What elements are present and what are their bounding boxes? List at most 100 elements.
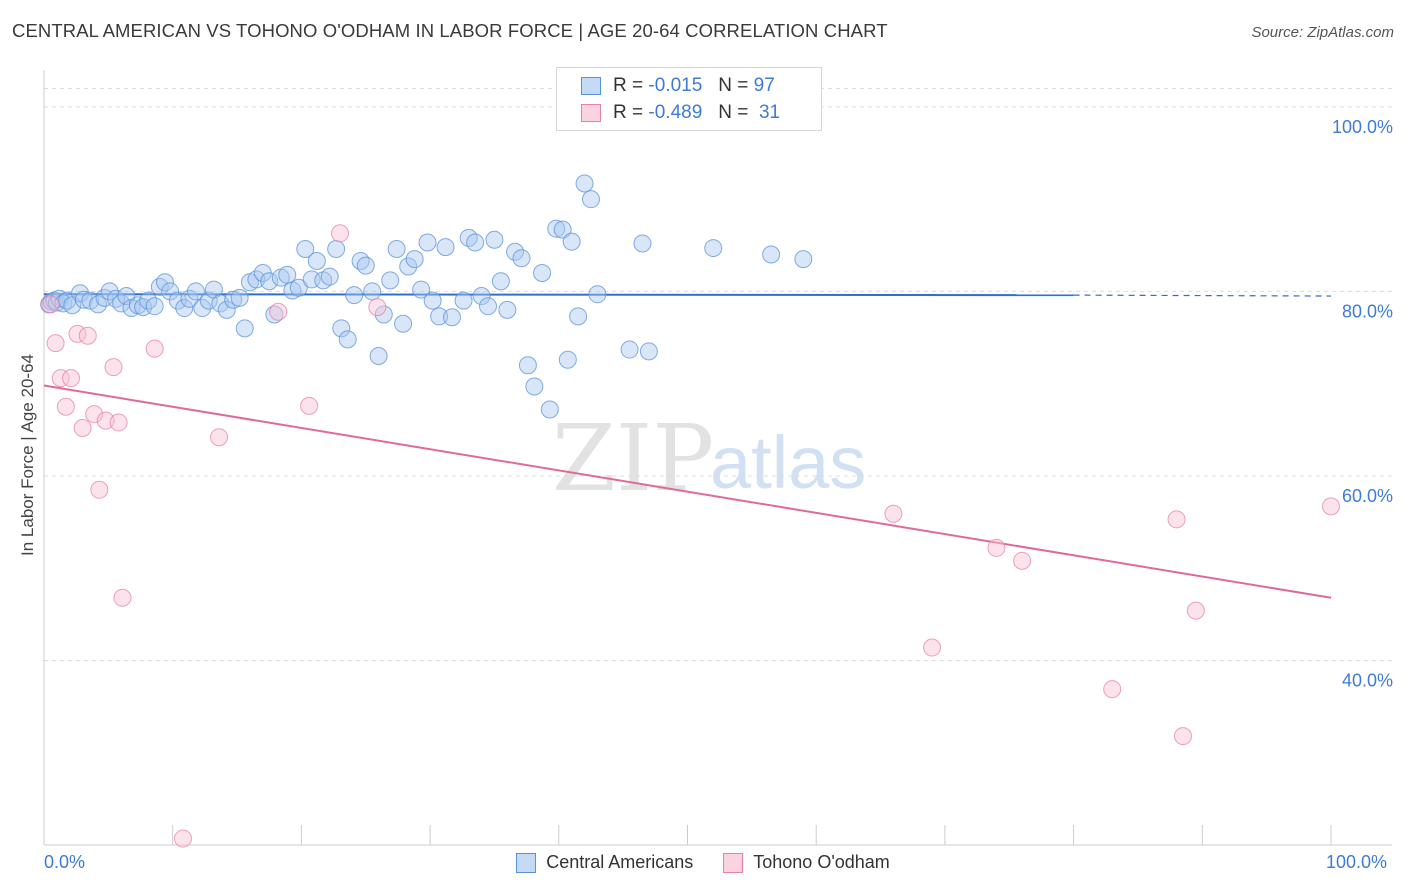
data-point [512,249,531,268]
series-tohono-oodham [41,97,1340,848]
data-point [199,291,218,310]
chart-title: CENTRAL AMERICAN VS TOHONO O'ODHAM IN LA… [12,20,888,41]
trendline-extension [1073,294,1332,297]
stats-legend: R = -0.015 N = 97 R = -0.489 N = 31 [556,67,822,131]
data-point [884,504,903,523]
data-point [89,295,108,314]
data-point [553,220,572,239]
data-point [175,299,194,318]
data-point [430,307,449,326]
data-point [145,297,164,316]
data-point [51,369,70,388]
data-point [639,342,658,361]
data-point [307,251,326,270]
data-point [518,356,537,375]
legend-label: Central Americans [546,852,694,872]
data-point [331,224,350,243]
watermark: ZIP atlas [552,405,866,512]
data-point [85,405,104,424]
y-tick-label: 40.0% [1342,670,1393,690]
data-points [40,97,1340,848]
data-point [558,350,577,369]
data-point [506,242,525,261]
data-point [332,319,351,338]
data-point [491,272,510,291]
r-label: R = [613,102,644,123]
data-point [442,308,461,327]
data-point [224,290,243,309]
series-central-americans [40,174,813,419]
stats-row-central-americans: R = -0.015 N = 97 [581,74,775,98]
data-point [41,295,60,314]
data-point [381,271,400,290]
data-point [296,239,315,258]
data-point [109,413,128,432]
data-point [230,288,249,307]
data-point [423,291,442,310]
data-point [155,273,174,292]
n-label: N = [718,75,749,96]
y-axis-label: In Labor Force | Age 20-64 [18,354,37,556]
legend-label: Tohono O'odham [753,852,890,872]
data-point [345,286,364,305]
data-point [1013,551,1032,570]
data-point [436,238,455,257]
data-point [186,282,205,301]
r-value: -0.015 [648,75,703,96]
data-point [1103,680,1122,699]
n-label: N = [718,102,749,123]
data-point [363,282,382,301]
legend-swatch-blue [581,77,601,95]
data-point [289,278,308,297]
data-point [78,326,97,345]
data-point [1173,727,1192,746]
data-point [485,230,504,249]
watermark-atlas: atlas [710,421,866,504]
data-point [472,287,491,306]
data-point [368,298,387,317]
data-point [327,239,346,258]
data-point [498,300,517,319]
data-point [394,314,413,333]
data-point [173,829,192,848]
y-tick-label: 80.0% [1342,301,1393,321]
legend-swatch-pink [581,104,601,122]
data-point [533,263,552,282]
data-point [454,291,473,310]
data-point [369,347,388,366]
n-value: 97 [753,75,775,96]
data-point [562,232,581,251]
data-point [1167,510,1186,529]
legend-item-tohono-oodham: Tohono O'odham [723,852,890,873]
x-tick-label-max: 100.0% [1326,852,1388,872]
data-point [73,418,92,437]
data-point [320,267,339,286]
trendlines [43,293,1332,599]
data-point [399,257,418,276]
data-point [459,228,478,247]
x-tick-label-min: 0.0% [44,852,86,872]
data-point [418,233,437,252]
data-point [113,588,132,607]
y-tick-label: 60.0% [1342,486,1393,506]
data-point [168,291,187,310]
trendline [43,293,1074,297]
data-point [547,219,566,238]
data-point [620,340,639,359]
data-point [46,334,65,353]
data-point [300,396,319,415]
data-point [540,400,559,419]
series-legend: Central Americans Tohono O'odham [0,852,1406,873]
legend-item-central-americans: Central Americans [516,852,693,873]
n-value: 31 [758,102,781,123]
data-point [100,282,119,301]
data-point [374,305,393,324]
data-point [923,638,942,657]
data-point [405,250,424,269]
y-tick-labels: 40.0% 60.0% 80.0% 100.0% [1332,117,1393,691]
data-point [269,302,288,321]
data-point [74,290,93,309]
data-point [260,272,279,291]
data-point [588,285,607,304]
